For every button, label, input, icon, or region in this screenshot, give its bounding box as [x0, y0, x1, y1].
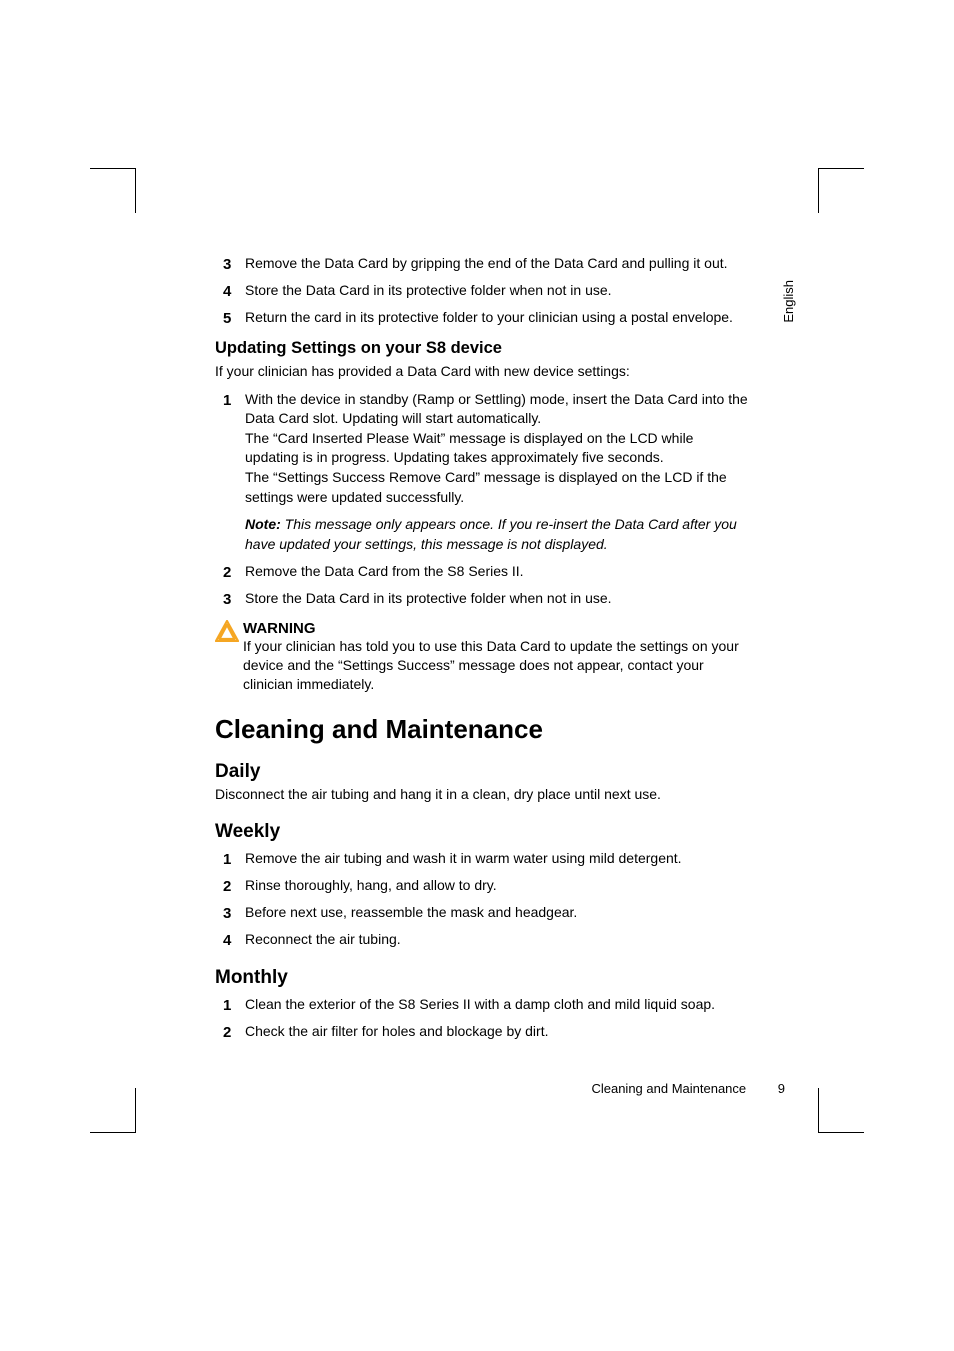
list-item: 3 Remove the Data Card by gripping the e… — [215, 254, 750, 275]
crop-mark — [135, 1088, 136, 1133]
list-item: 2 Remove the Data Card from the S8 Serie… — [215, 562, 750, 583]
paragraph: Disconnect the air tubing and hang it in… — [215, 785, 750, 805]
crop-mark — [818, 168, 819, 213]
note-block: Note: This message only appears once. If… — [245, 515, 750, 554]
crop-mark — [90, 1132, 135, 1133]
warning-title: WARNING — [243, 620, 750, 637]
crop-mark — [819, 168, 864, 169]
list-item: 4 Reconnect the air tubing. — [215, 930, 750, 951]
list-number: 4 — [223, 930, 245, 951]
language-tab: English — [781, 280, 796, 323]
list-item: 1 Clean the exterior of the S8 Series II… — [215, 995, 750, 1016]
list-number: 5 — [223, 308, 245, 329]
heading-monthly: Monthly — [215, 967, 750, 989]
note-label: Note: — [245, 516, 281, 532]
list-item: 3 Before next use, reassemble the mask a… — [215, 903, 750, 924]
list-body: Store the Data Card in its protective fo… — [245, 281, 750, 302]
list-number: 3 — [223, 254, 245, 275]
crop-mark — [819, 1132, 864, 1133]
page: English 3 Remove the Data Card by grippi… — [0, 0, 954, 1351]
heading-updating: Updating Settings on your S8 device — [215, 339, 750, 358]
list-body: Remove the air tubing and wash it in war… — [245, 849, 750, 870]
list-body: Return the card in its protective folder… — [245, 308, 750, 329]
list-item: 5 Return the card in its protective fold… — [215, 308, 750, 329]
list-number: 2 — [223, 562, 245, 583]
list-item: 2 Check the air filter for holes and blo… — [215, 1022, 750, 1043]
list-item: 4 Store the Data Card in its protective … — [215, 281, 750, 302]
text: With the device in standby (Ramp or Sett… — [245, 391, 748, 427]
list-item: 1 With the device in standby (Ramp or Se… — [215, 390, 750, 508]
list-number: 3 — [223, 589, 245, 610]
warning-block: WARNING If your clinician has told you t… — [215, 620, 750, 694]
footer: Cleaning and Maintenance 9 — [215, 1081, 785, 1096]
list-number: 1 — [223, 390, 245, 508]
list-body: Rinse thoroughly, hang, and allow to dry… — [245, 876, 750, 897]
list-body: With the device in standby (Ramp or Sett… — [245, 390, 750, 508]
list-number: 2 — [223, 1022, 245, 1043]
list-body: Reconnect the air tubing. — [245, 930, 750, 951]
list-number: 4 — [223, 281, 245, 302]
warning-icon — [215, 620, 241, 694]
heading-daily: Daily — [215, 761, 750, 783]
list-body: Remove the Data Card from the S8 Series … — [245, 562, 750, 583]
heading-cleaning: Cleaning and Maintenance — [215, 714, 750, 745]
crop-mark — [818, 1088, 819, 1133]
crop-mark — [90, 168, 135, 169]
list-number: 1 — [223, 849, 245, 870]
list-item: 2 Rinse thoroughly, hang, and allow to d… — [215, 876, 750, 897]
list-number: 1 — [223, 995, 245, 1016]
heading-weekly: Weekly — [215, 821, 750, 843]
content-area: 3 Remove the Data Card by gripping the e… — [215, 248, 750, 1049]
footer-page-number: 9 — [778, 1081, 785, 1096]
paragraph: If your clinician has provided a Data Ca… — [215, 362, 750, 382]
list-body: Clean the exterior of the S8 Series II w… — [245, 995, 750, 1016]
list-body: Remove the Data Card by gripping the end… — [245, 254, 750, 275]
text: The “Card Inserted Please Wait” message … — [245, 430, 693, 466]
warning-body: If your clinician has told you to use th… — [243, 637, 750, 694]
list-body: Store the Data Card in its protective fo… — [245, 589, 750, 610]
list-number: 2 — [223, 876, 245, 897]
footer-section: Cleaning and Maintenance — [591, 1081, 746, 1096]
list-body: Before next use, reassemble the mask and… — [245, 903, 750, 924]
text: The “Settings Success Remove Card” messa… — [245, 469, 727, 505]
list-body: Check the air filter for holes and block… — [245, 1022, 750, 1043]
list-item: 1 Remove the air tubing and wash it in w… — [215, 849, 750, 870]
list-item: 3 Store the Data Card in its protective … — [215, 589, 750, 610]
list-number: 3 — [223, 903, 245, 924]
crop-mark — [135, 168, 136, 213]
note-body: This message only appears once. If you r… — [245, 516, 737, 552]
